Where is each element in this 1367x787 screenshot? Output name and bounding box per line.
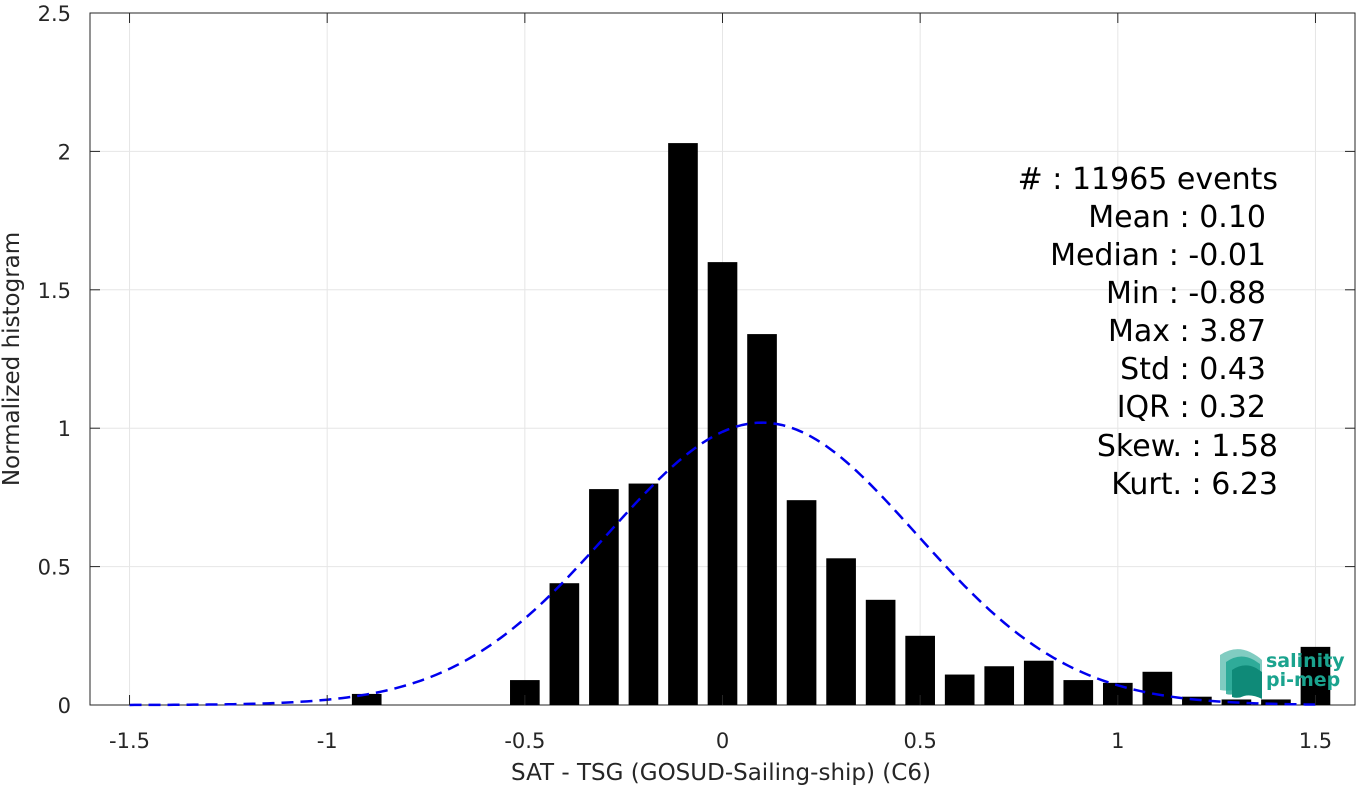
histogram-bar-7 (747, 334, 777, 705)
x-tick-label-1: -1 (317, 729, 338, 753)
logo-wave-icon (1220, 649, 1262, 699)
y-tick-label-3: 1.5 (38, 279, 71, 303)
histogram-bar-14 (1023, 660, 1054, 705)
y-tick-label-0: 0 (58, 694, 71, 718)
stat-skew: Skew. : 1.58 (1097, 429, 1278, 464)
y-tick-label-2: 1 (58, 417, 71, 441)
stat-iqr: IQR : 0.32 (1117, 390, 1266, 425)
y-tick-label-4: 2 (58, 140, 71, 164)
x-tick-label-6: 1.5 (1299, 729, 1332, 753)
histogram-bar-9 (826, 558, 856, 705)
histogram-bars (351, 143, 1331, 705)
x-tick-label-5: 1 (1111, 729, 1124, 753)
x-tick-label-2: -0.5 (504, 729, 545, 753)
y-tick-label-5: 2.5 (38, 2, 71, 26)
histogram-bar-4 (628, 483, 659, 705)
x-axis-label: SAT - TSG (GOSUD-Sailing-ship) (C6) (511, 760, 931, 786)
histogram-bar-20 (1261, 699, 1291, 705)
x-tick-label-0: -1.5 (109, 729, 150, 753)
histogram-bar-10 (865, 599, 896, 705)
stat-kurt: Kurt. : 6.23 (1111, 467, 1278, 502)
histogram-bar-12 (944, 674, 975, 705)
stat-min: Min : -0.88 (1106, 276, 1266, 311)
y-axis-label: Normalized histogram (0, 232, 25, 486)
stat-mean: Mean : 0.10 (1088, 200, 1266, 235)
y-axis-ticks: 0 0.5 1 1.5 2 2.5 (38, 2, 1355, 718)
histogram-bar-3 (589, 489, 619, 705)
logo-text-line2: pi-mep (1266, 669, 1340, 691)
x-tick-label-4: 0.5 (903, 729, 936, 753)
histogram-bar-13 (984, 666, 1015, 705)
histogram-bar-17 (1142, 671, 1173, 705)
histogram-bar-0 (351, 693, 382, 705)
histogram-bar-11 (905, 635, 935, 705)
x-axis-ticks: -1.5 -1 -0.5 0 0.5 1 1.5 (109, 13, 1332, 753)
y-tick-label-1: 0.5 (38, 556, 71, 580)
salinity-pi-mep-logo: salinity pi-mep (1220, 649, 1345, 699)
histogram-bar-5 (668, 143, 698, 705)
x-tick-label-3: 0 (716, 729, 729, 753)
histogram-bar-2 (549, 583, 580, 705)
statistics-annotation: # : 11965 events Mean : 0.10 Median : -0… (1018, 162, 1278, 502)
histogram-bar-8 (786, 500, 817, 705)
stat-max: Max : 3.87 (1108, 314, 1266, 349)
histogram-bar-6 (707, 262, 738, 705)
stat-median: Median : -0.01 (1050, 238, 1266, 273)
stat-events: # : 11965 events (1018, 162, 1278, 197)
logo-text-line1: salinity (1266, 650, 1345, 672)
histogram-bar-15 (1063, 680, 1094, 705)
stat-std: Std : 0.43 (1120, 352, 1266, 387)
